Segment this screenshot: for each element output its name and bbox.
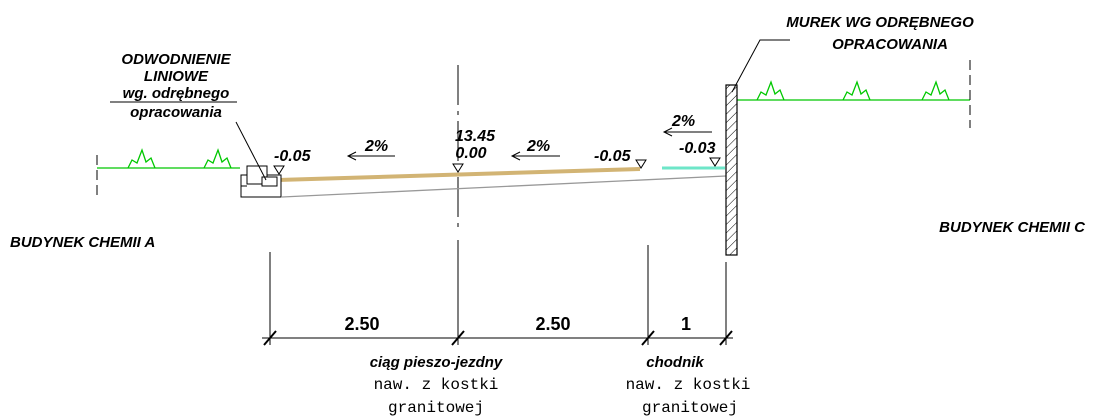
walk-material-line2: granitowej	[642, 399, 738, 417]
walk-material-line1: naw. z kostki	[626, 376, 751, 394]
linear-drain-icon	[240, 165, 282, 198]
pavement-surface	[277, 167, 641, 182]
slope-sidewalk-label: 2%	[671, 113, 695, 130]
drain-label-line1: ODWODNIENIE	[121, 51, 231, 68]
path-material-line2: granitowej	[388, 399, 484, 417]
elevation-marker-right	[635, 159, 647, 169]
wall-leader-line	[731, 39, 790, 93]
elevation-right-edge: -0.05	[594, 148, 632, 165]
elevation-marker-axis	[452, 163, 464, 173]
building-left-label: BUDYNEK CHEMII A	[10, 234, 155, 251]
elevation-markers	[273, 157, 721, 175]
elevation-axis-bottom: 0.00	[455, 145, 486, 162]
terrain-right	[737, 80, 970, 101]
dimension-lines	[262, 240, 733, 346]
drain-leader-line	[235, 121, 267, 181]
subgrade-line	[281, 175, 727, 198]
elevation-marker-left	[273, 165, 285, 175]
dimension-value-2: 2.50	[535, 314, 570, 334]
drain-label-line3: wg. odrębnego	[123, 85, 230, 102]
wall-label-line2: OPRACOWANIA	[832, 36, 948, 53]
elevation-sidewalk: -0.03	[679, 140, 716, 157]
elevation-marker-sidewalk	[709, 157, 721, 167]
elevation-left-edge: -0.05	[274, 148, 312, 165]
path-name-label: ciąg pieszo-jezdny	[370, 354, 503, 371]
retaining-wall	[725, 84, 738, 256]
dimension-value-3: 1	[681, 314, 691, 334]
building-right-label: BUDYNEK CHEMII C	[939, 219, 1086, 236]
path-material-line1: naw. z kostki	[374, 376, 499, 394]
terrain-left	[97, 148, 240, 169]
slope-left-label: 2%	[364, 138, 388, 155]
drain-label-line4: opracowania	[130, 104, 222, 121]
walk-name-label: chodnik	[646, 354, 704, 371]
wall-label-line1: MUREK WG ODRĘBNEGO	[786, 14, 974, 31]
elevation-axis-top: 13.45	[455, 128, 496, 145]
slope-right-label: 2%	[526, 138, 550, 155]
slope-arrows	[346, 127, 712, 161]
dimension-value-1: 2.50	[344, 314, 379, 334]
drain-label-line2: LINIOWE	[144, 68, 209, 85]
